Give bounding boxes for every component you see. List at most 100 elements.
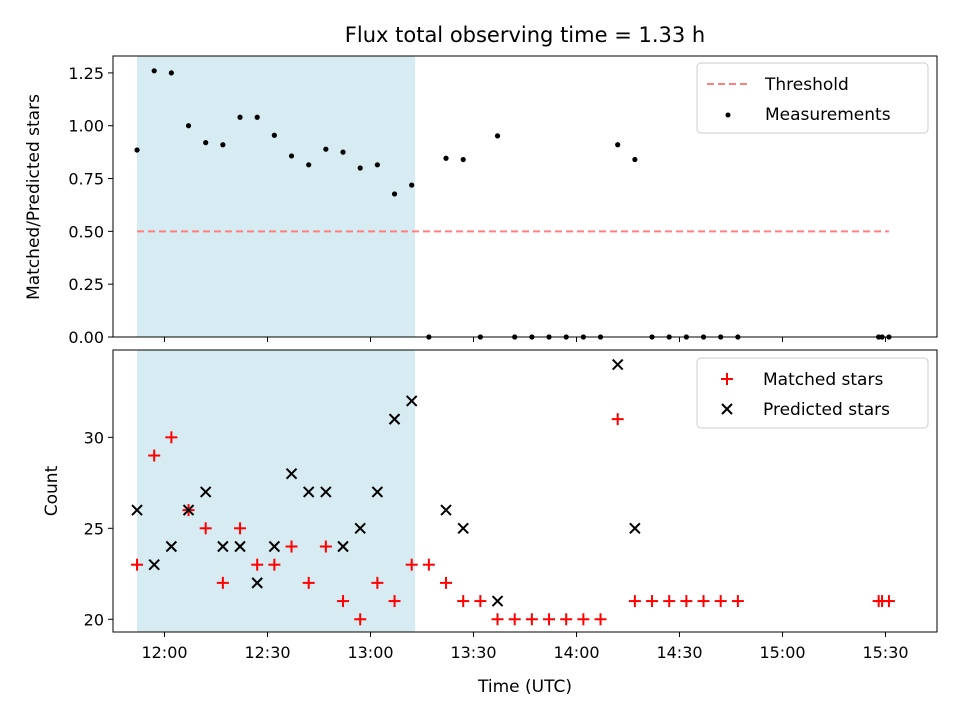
measurement-point: [443, 155, 449, 161]
top-legend: Threshold Measurements: [696, 62, 929, 134]
measurement-point: [271, 132, 277, 138]
matched-stars-point: [131, 558, 144, 571]
predicted-stars-point: [371, 486, 384, 498]
matched-stars-point: [646, 595, 659, 608]
matched-stars-point: [199, 522, 212, 535]
measurement-point: [185, 123, 192, 129]
top-y-tick-label: 0.75: [68, 170, 104, 189]
measurement-point: [615, 142, 621, 148]
legend-measurements-marker: [725, 112, 731, 118]
matched-stars-point: [371, 576, 384, 589]
top-axes-frame: [112, 55, 938, 338]
matched-stars-point: [302, 576, 315, 589]
x-tick-label: 14:30: [656, 643, 702, 662]
predicted-stars-point: [199, 486, 212, 498]
predicted-stars-point: [611, 358, 624, 371]
matched-stars-point: [628, 595, 641, 608]
measurement-point: [168, 70, 174, 76]
bottom-y-axis-label: Count: [42, 465, 62, 516]
measurement-point: [220, 142, 226, 148]
predicted-stars-point: [337, 540, 349, 553]
x-tick-label: 12:00: [141, 643, 187, 662]
legend-measurements-label: Measurements: [765, 105, 891, 125]
matched-stars-point: [354, 613, 367, 626]
predicted-stars-point: [285, 468, 298, 480]
matched-stars-point: [491, 613, 504, 626]
predicted-stars-point: [302, 486, 315, 498]
bottom-panel: 20 25 30 12:00 12:30 13:00 13:30 14:00 14:30 15:…: [42, 349, 938, 697]
measurement-point: [460, 156, 466, 163]
predicted-stars-point: [491, 595, 504, 607]
bottom-y-tick-label: 30: [84, 428, 104, 447]
matched-stars-point: [251, 558, 264, 571]
matched-stars-point: [680, 595, 693, 608]
top-observing-interval-shade: [137, 56, 416, 337]
measurement-point: [288, 153, 295, 159]
matched-stars-point: [594, 613, 607, 626]
measurement-point: [494, 133, 501, 139]
bottom-y-ticks: 20 25 30: [84, 428, 113, 629]
matched-stars-point: [508, 613, 521, 626]
top-legend-box: [696, 62, 929, 134]
legend-predicted-label: Predicted stars: [763, 400, 890, 420]
matched-stars-point: [285, 540, 298, 553]
measurement-point: [134, 147, 140, 153]
matched-stars-point: [422, 558, 435, 571]
measurement-point: [357, 165, 363, 171]
measurement-point: [340, 149, 346, 155]
matched-stars-point: [405, 558, 418, 571]
predicted-stars-point: [405, 395, 418, 407]
x-axis-label: Time (UTC): [477, 677, 572, 697]
matched-stars-point: [337, 595, 350, 608]
matched-stars-point: [216, 576, 229, 589]
predicted-stars-point: [440, 504, 452, 516]
measurement-point: [632, 156, 638, 163]
matched-stars-point: [731, 595, 744, 608]
top-panel: 0.00 0.25 0.50 0.75 1.00 1.25 Flux total obse…: [24, 23, 938, 347]
matched-stars-point: [560, 613, 573, 626]
x-tick-label: 13:00: [347, 643, 393, 662]
predicted-stars-point: [268, 540, 281, 553]
top-y-tick-label: 0.50: [68, 222, 104, 241]
top-x-ticks: [164, 337, 886, 342]
matched-stars-point: [525, 613, 538, 626]
matched-stars-point: [457, 595, 470, 608]
bottom-legend: Matched stars Predicted stars: [696, 357, 929, 429]
top-y-tick-label: 0.00: [68, 328, 104, 347]
legend-matched-marker: [721, 373, 733, 385]
predicted-stars-point: [217, 540, 229, 553]
predicted-stars-point: [629, 522, 641, 535]
x-tick-label: 15:30: [862, 643, 908, 662]
top-y-axis-label: Matched/Predicted stars: [24, 94, 44, 300]
predicted-stars-point: [131, 504, 143, 516]
measurement-point: [374, 162, 380, 168]
matched-stars-point: [474, 595, 487, 608]
measurement-point: [409, 182, 415, 188]
measurement-point: [151, 68, 157, 74]
measurement-point: [323, 146, 329, 152]
matched-stars-point: [663, 595, 676, 608]
matched-stars-point: [165, 431, 178, 444]
legend-predicted-marker: [721, 403, 733, 415]
predicted-stars-point: [388, 413, 401, 425]
top-y-tick-label: 1.00: [68, 117, 104, 136]
x-tick-label: 12:30: [244, 643, 290, 662]
top-y-tick-label: 0.25: [68, 275, 104, 294]
measurement-point: [306, 162, 312, 168]
x-tick-label: 13:30: [450, 643, 496, 662]
predicted-stars-point: [234, 540, 246, 553]
bottom-axes-frame: [112, 349, 938, 633]
matched-stars-point: [882, 595, 895, 608]
matched-stars-point: [268, 558, 281, 571]
matched-stars-point: [388, 595, 401, 608]
x-tick-label: 14:00: [553, 643, 599, 662]
bottom-y-tick-label: 20: [84, 610, 104, 629]
measurement-point: [203, 140, 209, 146]
x-tick-label: 15:00: [759, 643, 805, 662]
matched-stars-point: [714, 595, 727, 608]
matched-stars-point: [319, 540, 332, 553]
matched-stars-point: [577, 613, 590, 626]
predicted-stars-point: [320, 486, 332, 498]
matched-stars-point: [543, 613, 556, 626]
